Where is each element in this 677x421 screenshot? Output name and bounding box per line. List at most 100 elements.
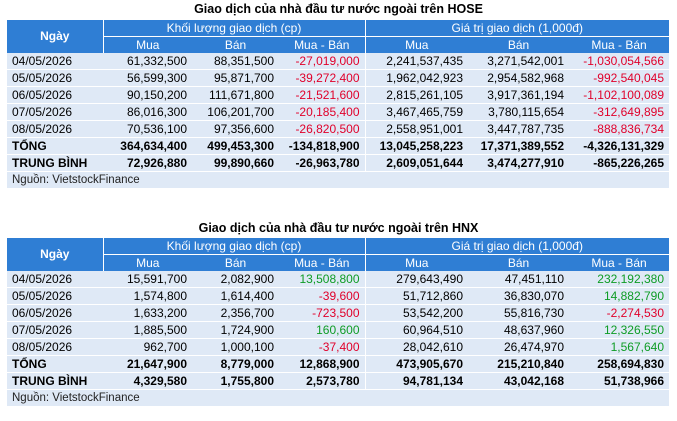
net-volume-cell: -26,963,780 [279, 154, 365, 172]
buy-value-cell: 3,467,465,759 [364, 103, 468, 121]
net-value-cell: 1,567,640 [569, 338, 670, 356]
buy-volume-cell: 21,647,900 [103, 355, 192, 373]
date-cell: 04/05/2026 [7, 271, 103, 288]
sell-value-cell: 3,474,277,910 [468, 154, 569, 172]
net-volume-cell: -37,400 [279, 338, 365, 356]
sell-value-cell: 3,447,787,735 [468, 120, 569, 138]
net-value-cell: 232,192,380 [569, 271, 670, 288]
net-value-cell: -992,540,045 [569, 69, 670, 87]
average-row: TRUNG BÌNH 72,926,880 99,890,660 -26,963,78… [7, 154, 670, 172]
table-row: 04/05/2026 15,591,700 2,082,900 13,508,800 2… [7, 271, 670, 288]
buy-volume-cell: 56,599,300 [103, 69, 192, 87]
buy-volume-cell: 4,329,580 [103, 372, 192, 390]
sell-value-cell: 48,637,960 [468, 321, 569, 339]
sell-value-cell: 43,042,168 [468, 372, 569, 390]
sell-value-cell: 215,210,840 [468, 355, 569, 373]
group-header-volume: Khối lượng giao dịch (cp) [103, 238, 365, 255]
date-cell: 05/05/2026 [7, 69, 103, 87]
buy-volume-cell: 1,574,800 [103, 287, 192, 305]
subheader-buy-volume: Mua [103, 254, 192, 271]
buy-volume-cell: 364,634,400 [103, 137, 192, 155]
buy-value-cell: 51,712,860 [364, 287, 468, 305]
sell-volume-cell: 1,000,100 [192, 338, 279, 356]
hose-table-title: Giao dịch của nhà đầu tư nước ngoài trên… [194, 2, 483, 16]
hose-foreign-trading-table: Ngày Khối lượng giao dịch (cp) Giá trị g… [7, 20, 670, 188]
date-cell: 06/05/2026 [7, 304, 103, 322]
net-value-cell: -4,326,131,329 [569, 137, 670, 155]
net-volume-cell: -26,820,500 [279, 120, 365, 138]
net-volume-cell: -20,185,400 [279, 103, 365, 121]
table-row: 08/05/2026 70,536,100 97,356,600 -26,820,50… [7, 120, 670, 138]
sell-volume-cell: 111,671,800 [192, 86, 279, 104]
buy-value-cell: 28,042,610 [364, 338, 468, 356]
date-cell: 06/05/2026 [7, 86, 103, 104]
subheader-sell-value: Bán [468, 254, 569, 271]
sell-value-cell: 47,451,110 [468, 271, 569, 288]
buy-value-cell: 13,045,258,223 [364, 137, 468, 155]
average-row-label: TRUNG BÌNH [7, 154, 103, 172]
total-row-label: TỔNG [7, 355, 103, 373]
table-row: 04/05/2026 61,332,500 88,351,500 -27,019,00… [7, 53, 670, 70]
buy-value-cell: 2,558,951,001 [364, 120, 468, 138]
subheader-buy-value: Mua [364, 254, 468, 271]
date-cell: 07/05/2026 [7, 321, 103, 339]
sell-volume-cell: 1,755,800 [192, 372, 279, 390]
sell-volume-cell: 99,890,660 [192, 154, 279, 172]
group-header-value: Giá trị giao dịch (1,000đ) [364, 20, 670, 37]
buy-value-cell: 473,905,670 [364, 355, 468, 373]
hnx-foreign-trading-table: Ngày Khối lượng giao dịch (cp) Giá trị g… [7, 238, 670, 406]
sell-value-cell: 26,474,970 [468, 338, 569, 356]
subheader-sell-volume: Bán [192, 254, 279, 271]
date-cell: 08/05/2026 [7, 120, 103, 138]
sell-value-cell: 2,954,582,968 [468, 69, 569, 87]
table-row: 07/05/2026 86,016,300 106,201,700 -20,185,4… [7, 103, 670, 121]
sell-value-cell: 55,816,730 [468, 304, 569, 322]
buy-volume-cell: 70,536,100 [103, 120, 192, 138]
net-value-cell: 51,738,966 [569, 372, 670, 390]
sell-value-cell: 17,371,389,552 [468, 137, 569, 155]
net-value-cell: -1,102,100,089 [569, 86, 670, 104]
subheader-net-volume: Mua - Bán [279, 36, 365, 53]
net-value-cell: -312,649,895 [569, 103, 670, 121]
sell-value-cell: 3,271,542,001 [468, 53, 569, 70]
table-row: 06/05/2026 1,633,200 2,356,700 -723,500 53,5… [7, 304, 670, 322]
net-volume-cell: -39,272,400 [279, 69, 365, 87]
sell-volume-cell: 2,356,700 [192, 304, 279, 322]
buy-value-cell: 60,964,510 [364, 321, 468, 339]
net-volume-cell: -27,019,000 [279, 53, 365, 70]
net-volume-cell: 13,508,800 [279, 271, 365, 288]
subheader-sell-value: Bán [468, 36, 569, 53]
subheader-net-value: Mua - Bán [569, 36, 670, 53]
sell-volume-cell: 1,614,400 [192, 287, 279, 305]
sell-volume-cell: 8,779,000 [192, 355, 279, 373]
group-header-value: Giá trị giao dịch (1,000đ) [364, 238, 670, 255]
buy-volume-cell: 86,016,300 [103, 103, 192, 121]
net-value-cell: -888,836,734 [569, 120, 670, 138]
sell-volume-cell: 499,453,300 [192, 137, 279, 155]
table-row: 05/05/2026 56,599,300 95,871,700 -39,272,40… [7, 69, 670, 87]
date-cell: 04/05/2026 [7, 53, 103, 70]
buy-volume-cell: 61,332,500 [103, 53, 192, 70]
table-row: 05/05/2026 1,574,800 1,614,400 -39,600 51,71… [7, 287, 670, 305]
net-volume-cell: 12,868,900 [279, 355, 365, 373]
subheader-sell-volume: Bán [192, 36, 279, 53]
sell-value-cell: 3,780,115,654 [468, 103, 569, 121]
hnx-table-title: Giao dịch của nhà đầu tư nước ngoài trên… [198, 221, 479, 235]
sell-value-cell: 3,917,361,194 [468, 86, 569, 104]
sell-volume-cell: 2,082,900 [192, 271, 279, 288]
buy-value-cell: 2,815,261,105 [364, 86, 468, 104]
source-row: Nguồn: VietstockFinance [7, 389, 670, 406]
source-row: Nguồn: VietstockFinance [7, 171, 670, 188]
buy-volume-cell: 15,591,700 [103, 271, 192, 288]
subheader-net-volume: Mua - Bán [279, 254, 365, 271]
net-value-cell: 258,694,830 [569, 355, 670, 373]
table-row: 06/05/2026 90,150,200 111,671,800 -21,521,6… [7, 86, 670, 104]
buy-value-cell: 279,643,490 [364, 271, 468, 288]
column-header-date: Ngày [7, 20, 104, 53]
date-cell: 05/05/2026 [7, 287, 103, 305]
subheader-buy-value: Mua [364, 36, 468, 53]
sell-volume-cell: 97,356,600 [192, 120, 279, 138]
source-note: Nguồn: VietstockFinance [7, 171, 670, 188]
buy-value-cell: 53,542,200 [364, 304, 468, 322]
buy-value-cell: 94,781,134 [364, 372, 468, 390]
